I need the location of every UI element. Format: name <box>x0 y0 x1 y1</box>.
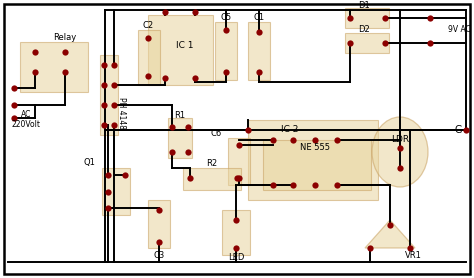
Bar <box>138 30 160 85</box>
Text: C6: C6 <box>211 130 222 138</box>
Text: G: G <box>455 125 462 135</box>
Text: D2: D2 <box>358 26 370 34</box>
Text: LED: LED <box>228 254 244 262</box>
Text: VR1: VR1 <box>405 250 422 259</box>
Text: Q1: Q1 <box>83 158 95 168</box>
Text: AC
220Volt: AC 220Volt <box>11 110 40 129</box>
Bar <box>148 200 170 248</box>
Bar <box>228 138 250 185</box>
Text: R2: R2 <box>207 158 218 168</box>
Text: NE 555: NE 555 <box>300 143 330 153</box>
Text: D1: D1 <box>358 1 370 9</box>
Bar <box>345 33 389 53</box>
Bar <box>102 168 130 215</box>
Bar <box>263 140 371 190</box>
Text: C3: C3 <box>154 250 164 259</box>
Bar <box>248 22 270 80</box>
Text: LDR: LDR <box>391 135 409 145</box>
Bar <box>148 15 213 85</box>
Text: IC 1: IC 1 <box>176 41 194 49</box>
Bar <box>345 8 389 28</box>
Text: 9V AC: 9V AC <box>448 26 471 34</box>
Text: C2: C2 <box>143 21 154 31</box>
Bar <box>215 22 237 80</box>
Text: R1: R1 <box>174 110 185 120</box>
Bar <box>20 42 88 92</box>
Bar <box>222 210 250 255</box>
Bar <box>168 118 192 158</box>
Text: Relay: Relay <box>54 34 77 43</box>
Text: C1: C1 <box>254 14 264 23</box>
Text: C5: C5 <box>220 14 232 23</box>
Bar <box>183 168 241 190</box>
Text: IC 2: IC 2 <box>281 125 299 135</box>
Bar <box>248 120 378 200</box>
Text: PH 4148: PH 4148 <box>118 97 127 129</box>
Bar <box>100 55 118 135</box>
Polygon shape <box>365 220 415 248</box>
Ellipse shape <box>372 117 428 187</box>
